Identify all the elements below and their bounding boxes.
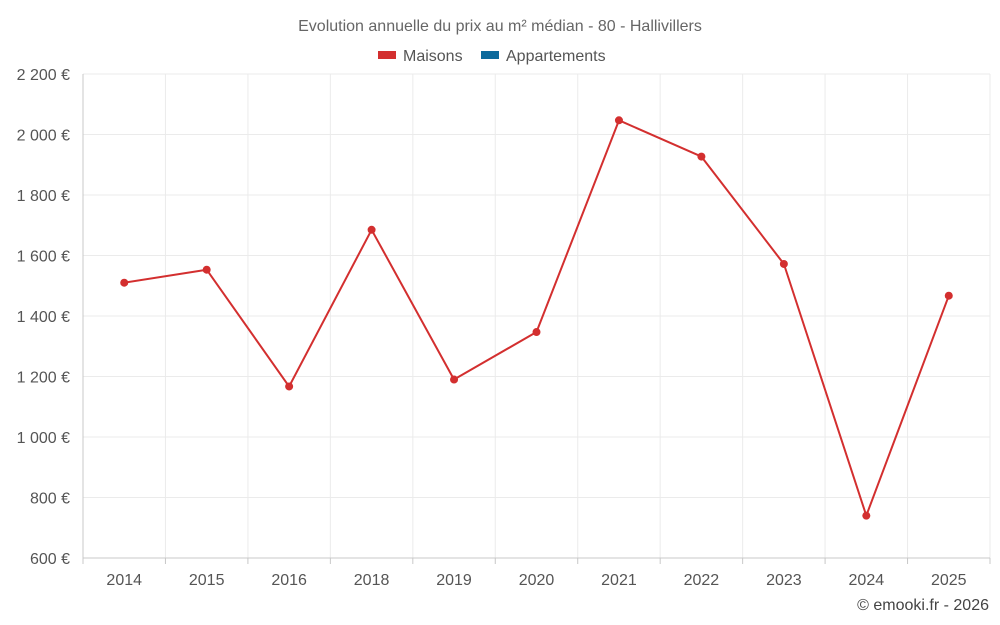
x-axis-ticks: 2014 2015 2016 2018 2019 2020 2021 2022 2023 2024… [106, 572, 966, 589]
legend-label-appartements: Appartements [506, 48, 606, 65]
x-tick-label: 2018 [354, 572, 390, 589]
x-tick-label: 2021 [601, 572, 637, 589]
y-tick-label: 1 600 € [17, 249, 70, 266]
legend-label-maisons: Maisons [403, 48, 463, 65]
chart-title: Evolution annuelle du prix au m² médian … [298, 18, 702, 35]
x-tick-label: 2015 [189, 572, 225, 589]
data-point-2022[interactable] [697, 152, 706, 161]
data-point-2021[interactable] [614, 116, 623, 125]
data-point-2016[interactable] [285, 382, 294, 391]
y-tick-label: 2 000 € [17, 128, 70, 145]
x-tick-label: 2014 [106, 572, 142, 589]
grid [82, 73, 991, 558]
data-point-2014[interactable] [120, 278, 129, 287]
x-tick-label: 2024 [849, 572, 885, 589]
data-point-2023[interactable] [779, 259, 788, 268]
data-point-2018[interactable] [367, 225, 376, 234]
y-tick-label: 1 000 € [17, 430, 70, 447]
axes [82, 74, 991, 564]
credit-text: © emooki.fr - 2026 [857, 597, 989, 614]
x-tick-label: 2019 [436, 572, 472, 589]
data-point-2019[interactable] [450, 375, 459, 384]
legend-swatch-maisons [378, 51, 396, 59]
legend-swatch-appartements [481, 51, 499, 59]
y-tick-label: 2 200 € [17, 67, 70, 84]
x-tick-label: 2025 [931, 572, 967, 589]
y-tick-label: 800 € [30, 491, 70, 508]
x-tick-label: 2016 [271, 572, 307, 589]
data-point-2024[interactable] [862, 511, 871, 520]
data-point-2020[interactable] [532, 328, 541, 337]
legend: Maisons Appartements [378, 48, 606, 65]
legend-item-maisons[interactable]: Maisons [378, 48, 463, 65]
x-tick-label: 2023 [766, 572, 802, 589]
y-tick-label: 600 € [30, 551, 70, 568]
y-tick-label: 1 200 € [17, 370, 70, 387]
data-point-2025[interactable] [944, 291, 953, 300]
data-point-2015[interactable] [202, 265, 211, 274]
x-tick-label: 2020 [519, 572, 555, 589]
y-tick-label: 1 400 € [17, 309, 70, 326]
y-tick-label: 1 800 € [17, 188, 70, 205]
x-tick-label: 2022 [684, 572, 720, 589]
series-maisons [120, 116, 953, 520]
y-axis-ticks: 600 € 800 € 1 000 € 1 200 € 1 400 € 1 600 € 1 … [17, 67, 70, 568]
legend-item-appartements[interactable]: Appartements [481, 48, 606, 65]
